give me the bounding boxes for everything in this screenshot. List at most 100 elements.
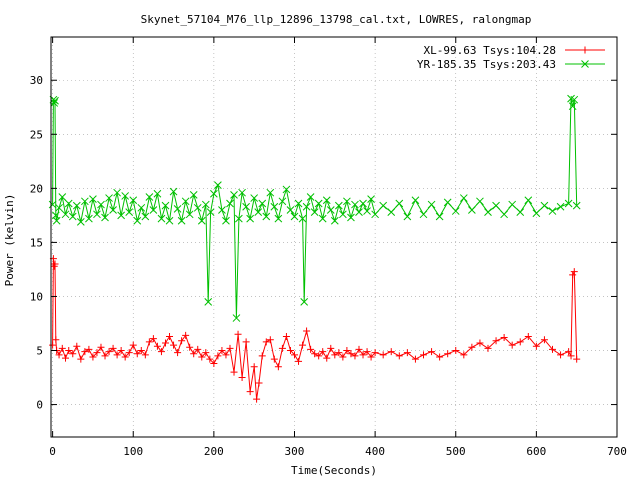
series-2-point: [141, 212, 150, 221]
series-2-point: [492, 201, 500, 210]
series-2-point: [411, 196, 420, 205]
series-1-point: [387, 348, 395, 356]
series-1-point: [253, 395, 261, 403]
series-1-point: [234, 330, 242, 338]
series-1: [49, 255, 581, 403]
series-1-point: [557, 351, 565, 359]
y-tick-label: 15: [30, 236, 43, 249]
series-1-point: [166, 332, 174, 340]
series-2-point: [443, 198, 452, 207]
series-1-point: [476, 339, 484, 347]
series-2-point: [282, 185, 291, 194]
series-1-point: [190, 350, 198, 358]
y-tick-label: 5: [36, 345, 43, 358]
series-2-point: [61, 210, 70, 219]
series-1-point: [492, 337, 500, 345]
series-2-point: [76, 218, 85, 226]
series-1-point: [81, 348, 89, 356]
series-2-point: [214, 181, 222, 189]
series-2-point: [204, 298, 213, 306]
series-2-point: [177, 216, 186, 225]
series-1-point: [65, 347, 73, 355]
series-1-point: [182, 331, 190, 339]
series-1-point: [214, 352, 222, 360]
series-2-point: [68, 212, 77, 221]
series-2-point: [72, 201, 81, 210]
x-tick-label: 400: [365, 445, 385, 458]
x-tick-label: 500: [446, 445, 466, 458]
series-2-point: [149, 206, 158, 214]
y-tick-label: 25: [30, 128, 43, 141]
series-2-point: [129, 196, 138, 205]
series-2-point: [64, 199, 73, 208]
series-1-point: [351, 352, 359, 360]
series-2-point: [51, 96, 59, 105]
series-1-point: [355, 345, 363, 353]
series-2-point: [468, 206, 476, 214]
series-1-point: [129, 341, 137, 349]
series-2-point: [169, 187, 178, 196]
series-2-point: [270, 202, 279, 211]
series-1-point: [186, 343, 194, 351]
series-1-point: [323, 354, 331, 362]
series-1-point: [210, 359, 218, 367]
series-1-point: [436, 353, 444, 361]
series-2-point: [145, 193, 154, 201]
series-1-point: [286, 347, 294, 355]
legend-label-2: YR-185.35 Tsys:203.43: [417, 58, 556, 71]
series-2-point: [157, 214, 166, 223]
series-2-point: [339, 210, 347, 219]
series-1-point: [367, 353, 375, 361]
series-1-point: [570, 268, 578, 276]
series-1-point: [573, 355, 581, 363]
series-2-point: [230, 190, 238, 199]
series-1-point: [101, 352, 109, 360]
series-2-point: [403, 212, 412, 221]
series-2-point: [302, 202, 311, 211]
series-1-point: [500, 334, 508, 342]
series-2-point: [564, 199, 573, 208]
series-1-point: [290, 351, 298, 359]
series-2-point: [161, 201, 170, 210]
series-2-point: [117, 211, 125, 220]
series-1-point: [299, 341, 307, 349]
series-1-point: [411, 355, 419, 363]
series-2-point: [395, 199, 404, 208]
series-1-point: [444, 350, 452, 358]
series-1-point: [347, 350, 355, 358]
series-1-point: [77, 355, 85, 363]
grid: [51, 37, 618, 437]
series-2-point: [300, 298, 309, 306]
series-1-point: [282, 332, 290, 340]
series-1-point: [73, 342, 81, 350]
series-1-point: [149, 335, 157, 343]
series-1-point: [379, 351, 387, 359]
series-1-point: [194, 345, 202, 353]
series-1-point: [565, 348, 573, 356]
x-axis-label: Time(Seconds): [291, 464, 377, 477]
series-2-point: [165, 216, 174, 225]
series-2-point: [318, 214, 327, 223]
series-2-point: [290, 212, 299, 221]
series-2-point: [419, 210, 428, 219]
x-tick-label: 200: [204, 445, 224, 458]
series-1-point: [258, 352, 266, 360]
series-1-point: [468, 343, 476, 351]
series-1-point: [428, 348, 436, 356]
series-1-point: [311, 350, 319, 358]
series-1-point: [85, 345, 93, 353]
series-2-point: [427, 200, 436, 209]
legend-marker-2: [581, 60, 589, 68]
series-1-point: [403, 349, 411, 357]
series-2-point: [173, 205, 182, 213]
series-1-point: [339, 353, 347, 361]
series-2-point: [459, 194, 468, 202]
series-2-point: [355, 208, 363, 216]
series-1-point: [262, 338, 270, 346]
series-2-point: [524, 196, 533, 205]
series-2-point: [322, 196, 331, 205]
series-2-point: [294, 199, 303, 208]
series-2-point: [181, 197, 190, 206]
series-2-point: [387, 208, 396, 216]
series-1-point: [419, 351, 427, 359]
